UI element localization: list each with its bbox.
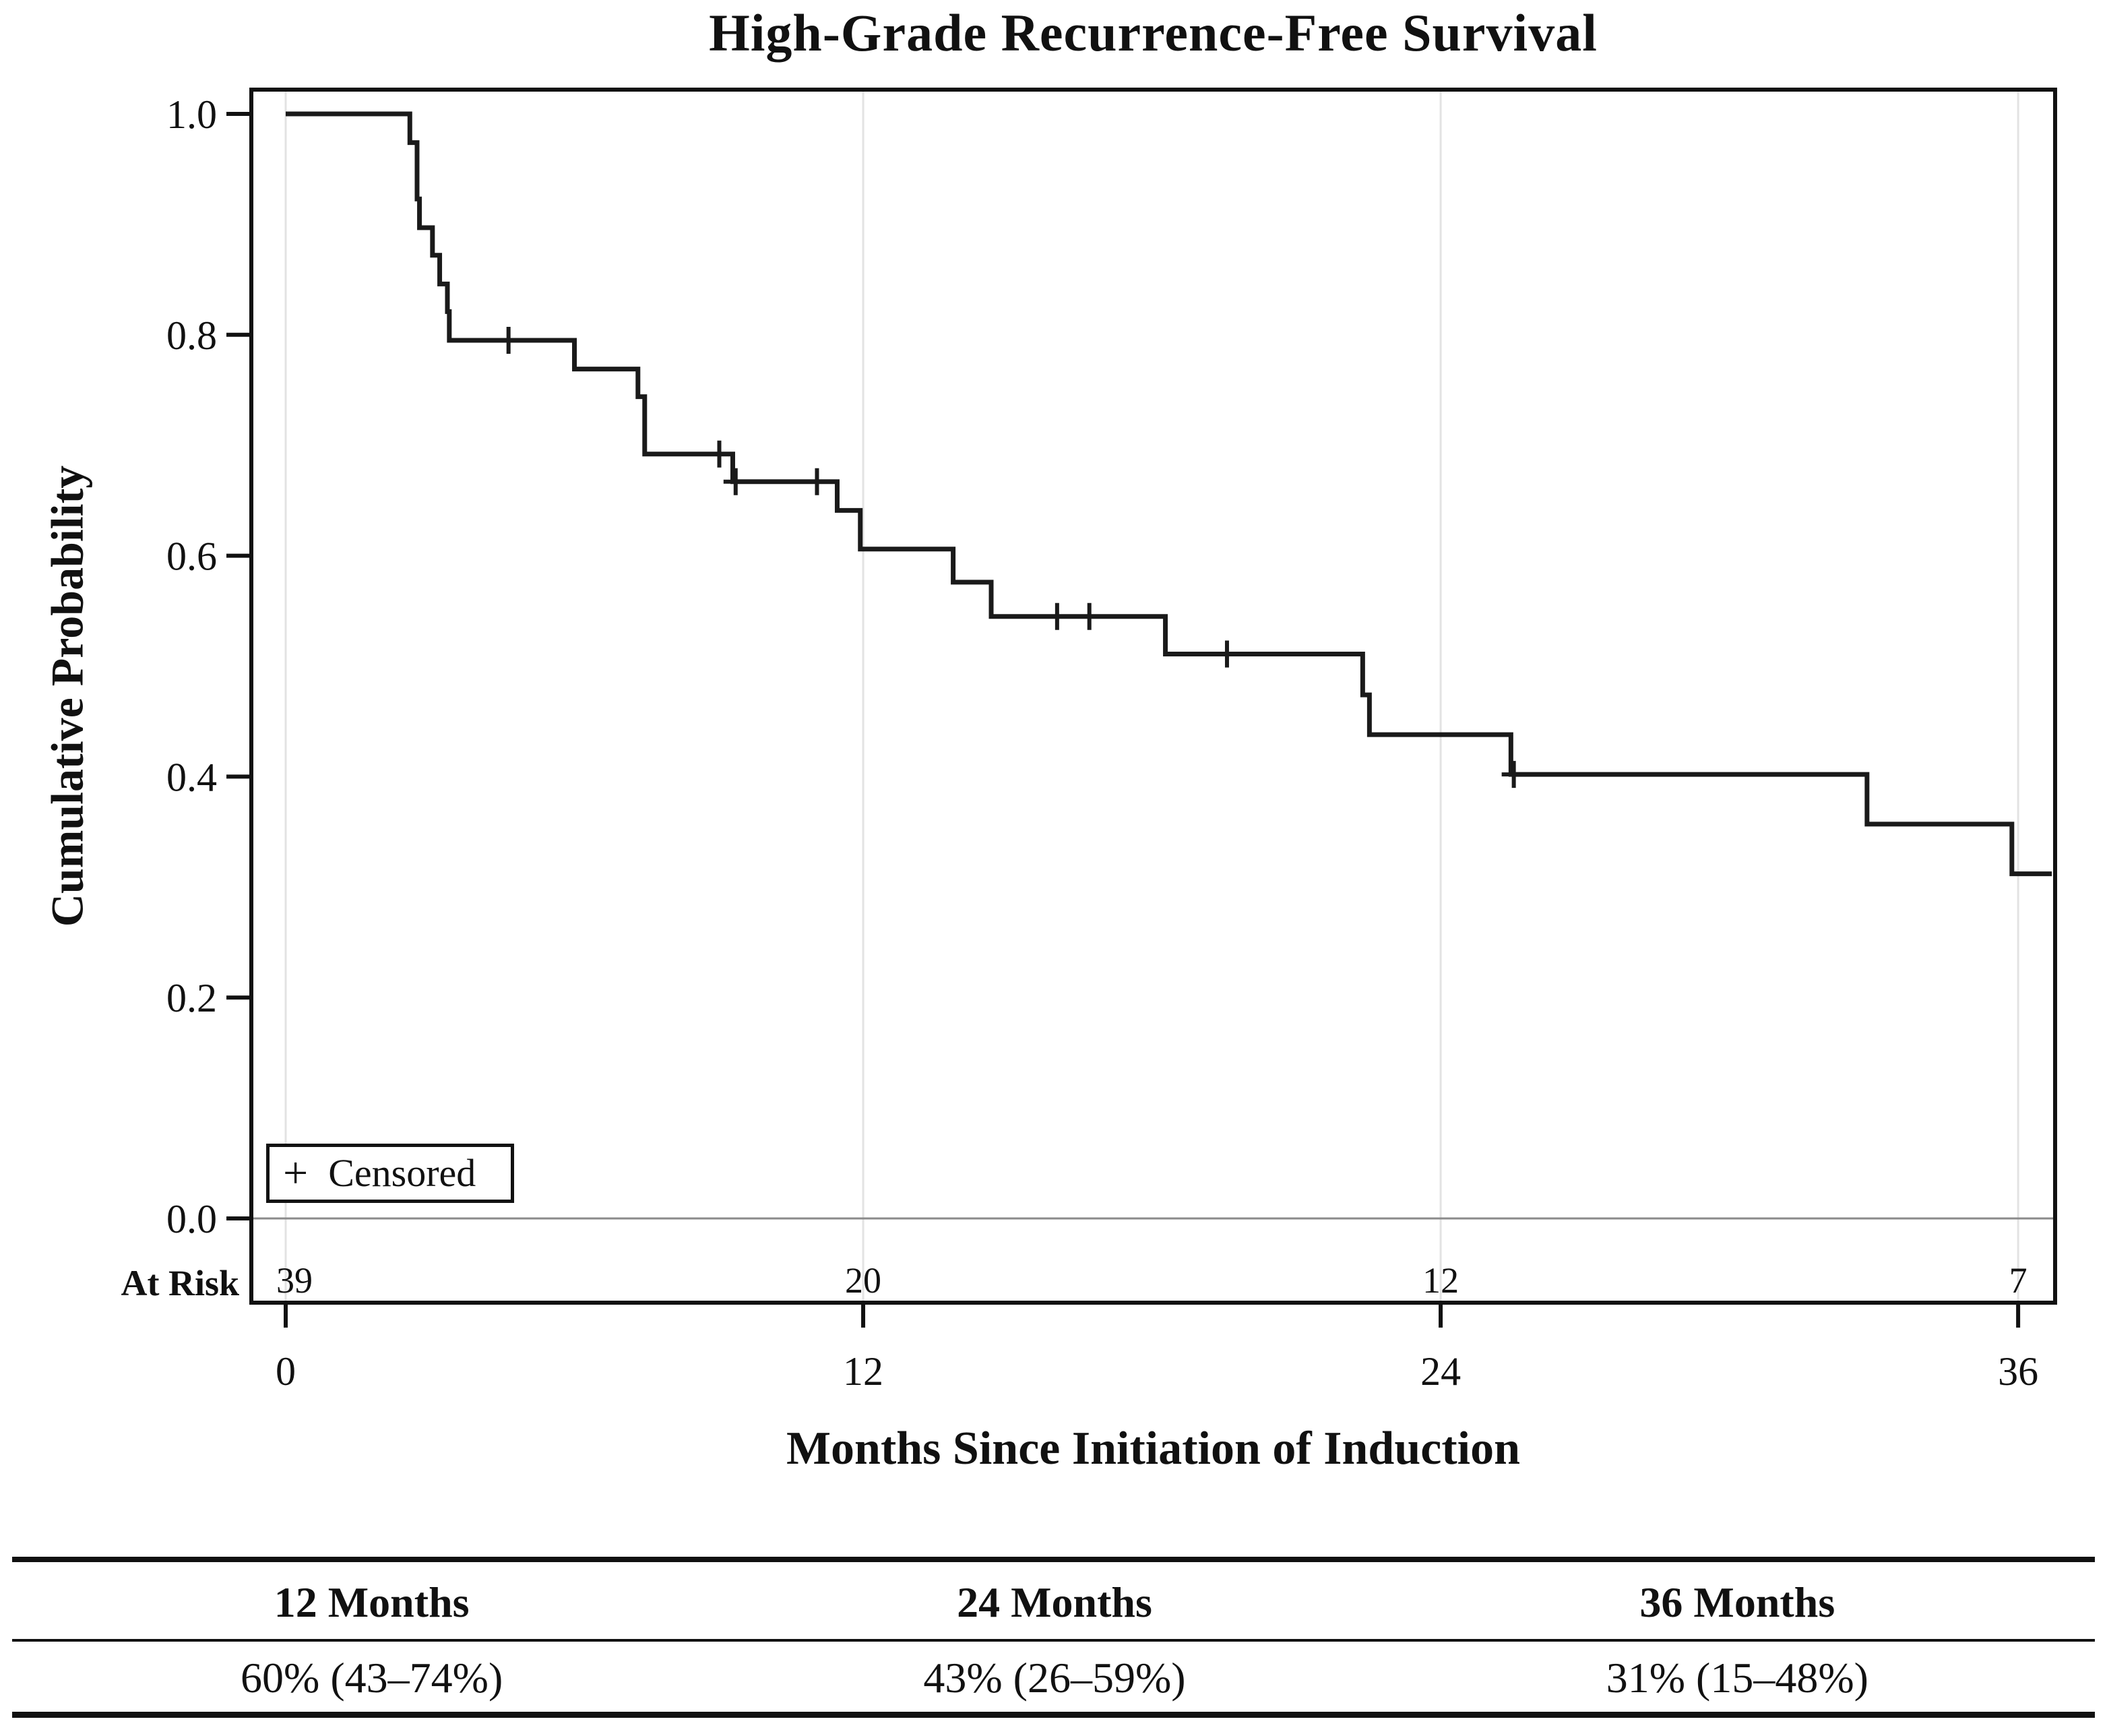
survival-curve bbox=[286, 111, 2052, 877]
gridlines bbox=[284, 90, 2019, 1303]
y-tick-label: 0.4 bbox=[166, 755, 217, 799]
at-risk-count: 39 bbox=[276, 1260, 313, 1301]
table-rule-middle bbox=[12, 1639, 2095, 1642]
chart-title: High-Grade Recurrence-Free Survival bbox=[709, 3, 1598, 62]
y-tick-label: 0.6 bbox=[166, 534, 217, 579]
at-risk-count: 12 bbox=[1422, 1260, 1459, 1301]
censored-plus-icon: + bbox=[283, 1148, 309, 1198]
axis-ticks bbox=[226, 112, 2021, 1328]
x-tick-label: 12 bbox=[843, 1349, 883, 1394]
y-tick-label: 0.2 bbox=[166, 976, 217, 1020]
x-tick-label: 0 bbox=[276, 1349, 296, 1394]
km-survival-plot: 1.0 0.8 0.6 0.4 0.2 0.0 0 12 24 36 At Risk 39 20 12… bbox=[121, 88, 2057, 1394]
x-tick-label: 24 bbox=[1420, 1349, 1461, 1394]
y-tick-label: 0.0 bbox=[166, 1197, 217, 1241]
legend-label: Censored bbox=[328, 1151, 476, 1195]
at-risk-label: At Risk bbox=[121, 1263, 239, 1303]
x-axis-title: Months Since Initiation of Induction bbox=[786, 1423, 1521, 1475]
survival-curve-layer bbox=[286, 111, 2052, 877]
table-header-12mo: 12 Months bbox=[274, 1578, 470, 1626]
table-header-24mo: 24 Months bbox=[957, 1578, 1152, 1626]
table-value-24mo: 43% (26–59%) bbox=[923, 1654, 1186, 1702]
axis-tick-labels: 1.0 0.8 0.6 0.4 0.2 0.0 0 12 24 36 bbox=[166, 92, 2038, 1394]
table-rule-top bbox=[12, 1557, 2095, 1562]
legend-censored: + Censored bbox=[266, 1144, 514, 1203]
table-rule-bottom bbox=[12, 1712, 2095, 1718]
y-tick-label: 0.8 bbox=[166, 313, 217, 358]
censor-marks-layer bbox=[496, 326, 1526, 788]
table-value-12mo: 60% (43–74%) bbox=[241, 1654, 503, 1702]
table-value-36mo: 31% (15–48%) bbox=[1606, 1654, 1868, 1702]
table-value-row: 60% (43–74%) 43% (26–59%) 31% (15–48%) bbox=[30, 1646, 2079, 1708]
x-tick-label: 36 bbox=[1998, 1349, 2038, 1394]
table-header-row: 12 Months 24 Months 36 Months bbox=[30, 1568, 2079, 1635]
at-risk-count: 20 bbox=[845, 1260, 881, 1301]
plot-frame bbox=[249, 88, 2057, 1305]
at-risk-count: 7 bbox=[2009, 1260, 2027, 1301]
y-tick-label: 1.0 bbox=[166, 92, 217, 137]
y-axis-label: Cumulative Probability bbox=[41, 465, 93, 927]
at-risk-counts: 39 20 12 7 bbox=[276, 1260, 2027, 1301]
table-header-36mo: 36 Months bbox=[1639, 1578, 1835, 1626]
